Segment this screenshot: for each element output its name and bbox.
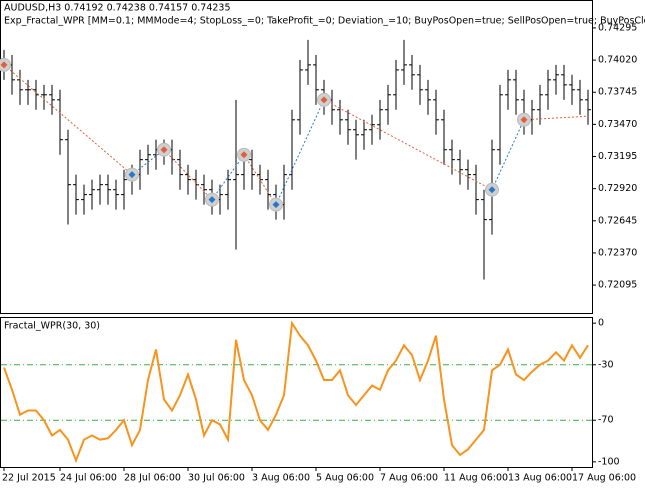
signal-arrow xyxy=(0,61,8,69)
signal-arrow xyxy=(128,171,136,179)
x-tick-label: 17 Aug 06:00 xyxy=(572,473,636,484)
indicator-title: Fractal_WPR(30, 30) xyxy=(4,321,100,332)
signal-arrow xyxy=(320,96,328,104)
x-tick-label: 13 Aug 06:00 xyxy=(508,473,572,484)
y-tick-label: 0.73745 xyxy=(598,87,637,98)
y-tick-label: 0.72370 xyxy=(598,247,637,258)
price-panel xyxy=(0,0,593,314)
trade-line xyxy=(243,154,277,205)
indicator-panel xyxy=(0,317,593,468)
expert-label: Exp_Fractal_WPR [MM=0.1; MMMode=4; StopL… xyxy=(4,16,645,27)
y-tick-label: 0.74295 xyxy=(598,22,637,33)
signal-arrow xyxy=(160,146,168,154)
signal-arrow xyxy=(520,116,528,124)
x-tick-label: 30 Jul 06:00 xyxy=(188,473,245,484)
y-tick-label: 0.74020 xyxy=(598,55,637,66)
y-tick-label: 0.73195 xyxy=(598,151,637,162)
trade-line xyxy=(491,119,525,190)
x-tick-label: 7 Aug 06:00 xyxy=(380,473,438,484)
trade-line xyxy=(3,64,133,176)
y-tick-label: 0.72095 xyxy=(598,280,637,291)
y-tick-label: 0.73470 xyxy=(598,119,637,130)
trade-line xyxy=(275,99,325,205)
y-tick-label: 0 xyxy=(598,318,604,329)
y-tick-label: 0.72920 xyxy=(598,183,637,194)
trade-line xyxy=(523,115,589,121)
signal-arrow xyxy=(208,196,216,204)
x-tick-label: 28 Jul 06:00 xyxy=(124,473,181,484)
trade-line xyxy=(323,99,493,191)
x-tick-label: 5 Aug 06:00 xyxy=(316,473,374,484)
trade-line xyxy=(211,154,245,200)
y-tick-label: -70 xyxy=(598,415,614,426)
trade-line xyxy=(163,149,213,200)
y-tick-label: 0.72645 xyxy=(598,215,637,226)
chart-title: AUDUSD,H3 0.74192 0.74238 0.74157 0.7423… xyxy=(4,3,231,14)
signal-arrow xyxy=(240,151,248,159)
y-tick-label: -30 xyxy=(598,359,614,370)
signal-arrow xyxy=(272,201,280,209)
y-tick-label: -100 xyxy=(598,456,620,467)
x-tick-label: 22 Jul 2015 xyxy=(2,473,56,484)
wpr-line xyxy=(3,320,589,464)
x-tick-label: 3 Aug 06:00 xyxy=(252,473,310,484)
signal-arrow xyxy=(488,186,496,194)
x-tick-label: 11 Aug 06:00 xyxy=(444,473,508,484)
x-tick-label: 24 Jul 06:00 xyxy=(60,473,117,484)
